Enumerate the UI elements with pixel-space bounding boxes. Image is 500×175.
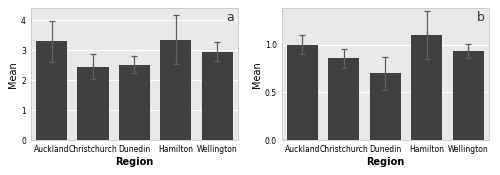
Y-axis label: Mean: Mean: [8, 61, 18, 88]
Bar: [287, 45, 318, 140]
Bar: [411, 35, 442, 140]
Bar: [202, 52, 233, 140]
Text: b: b: [477, 11, 485, 24]
Bar: [119, 65, 150, 140]
X-axis label: Region: Region: [366, 157, 405, 167]
Bar: [160, 40, 192, 140]
Bar: [78, 67, 108, 140]
Bar: [370, 73, 401, 140]
Bar: [452, 51, 484, 140]
X-axis label: Region: Region: [116, 157, 154, 167]
Text: a: a: [226, 11, 234, 24]
Y-axis label: Mean: Mean: [252, 61, 262, 88]
Bar: [328, 58, 360, 140]
Bar: [36, 41, 67, 140]
